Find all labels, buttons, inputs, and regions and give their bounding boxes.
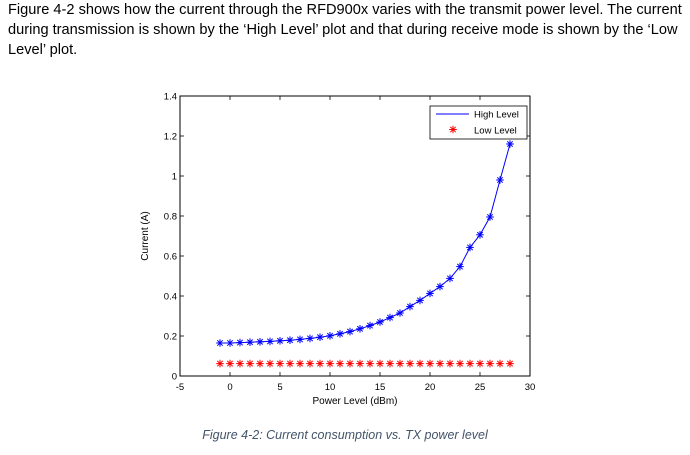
high-level-point: [496, 176, 504, 184]
high-level-point: [436, 282, 444, 291]
x-tick-label: 0: [227, 382, 232, 393]
y-tick-label: 0.6: [164, 252, 177, 263]
high-level-point: [256, 338, 264, 346]
low-level-point: [236, 359, 244, 368]
low-level-point: [256, 359, 264, 368]
high-level-point: [376, 318, 384, 326]
low-level-point: [296, 359, 304, 368]
low-level-point: [506, 359, 514, 368]
legend-high-level-label: High Level: [474, 110, 519, 121]
low-level-point: [416, 359, 424, 368]
low-level-point: [446, 359, 454, 368]
high-level-point: [216, 339, 224, 347]
low-level-point: [396, 359, 404, 368]
high-level-point: [476, 231, 484, 239]
high-level-point: [386, 313, 394, 322]
x-tick-label: 5: [277, 382, 282, 393]
y-tick-label: 0.8: [164, 212, 177, 223]
low-level-point: [266, 359, 274, 368]
high-level-point: [286, 336, 294, 344]
y-axis-label: Current (A): [140, 211, 151, 260]
y-tick-label: 0: [172, 372, 177, 383]
low-level-point: [406, 359, 414, 368]
y-tick-label: 1: [172, 172, 177, 183]
x-tick-label: 10: [325, 382, 336, 393]
legend: High Level Low Level: [429, 105, 528, 140]
low-level-point: [216, 359, 224, 368]
high-level-point: [306, 334, 314, 343]
high-level-point: [296, 335, 304, 344]
intro-paragraph: Figure 4-2 shows how the current through…: [8, 2, 682, 58]
low-level-point: [306, 359, 314, 368]
y-tick-label: 1.2: [164, 132, 177, 143]
x-tick-label: -5: [176, 382, 184, 393]
high-level-point: [426, 289, 434, 298]
legend-low-level-star: [449, 125, 457, 134]
high-level-point: [506, 140, 514, 148]
high-level-point: [316, 333, 324, 341]
high-level-point: [416, 296, 424, 305]
high-level-point: [336, 330, 344, 338]
low-level-point: [356, 359, 364, 368]
low-level-point: [486, 359, 494, 368]
high-level-point: [266, 337, 274, 346]
low-level-point: [226, 359, 234, 368]
low-level-point: [346, 359, 354, 368]
low-level-point: [426, 359, 434, 368]
high-level-point: [326, 332, 334, 340]
plot-area: [179, 95, 531, 377]
data-series: [216, 140, 514, 368]
low-level-point: [376, 359, 384, 368]
legend-low-level-label: Low Level: [474, 126, 517, 137]
legend-box: [429, 105, 528, 140]
x-tick-label: 20: [425, 382, 436, 393]
high-level-point: [446, 274, 454, 283]
high-level-point: [456, 262, 464, 271]
high-level-point: [406, 302, 414, 311]
y-tick-label: 0.4: [164, 292, 177, 303]
low-level-point: [496, 359, 504, 368]
figure-caption: Figure 4-2: Current consumption vs. TX p…: [202, 428, 488, 442]
high-level-point: [346, 327, 354, 336]
x-tick-label: 15: [375, 382, 386, 393]
high-level-point: [226, 339, 234, 347]
x-tick-label: 30: [525, 382, 536, 393]
low-level-point: [456, 359, 464, 368]
low-level-point: [336, 359, 344, 368]
y-tick-label: 1.4: [164, 92, 177, 103]
low-level-point: [326, 359, 334, 368]
y-tick-label: 0.2: [164, 332, 177, 343]
high-level-point: [246, 338, 254, 346]
high-level-point: [236, 338, 244, 347]
low-level-point: [366, 359, 374, 368]
low-level-point: [276, 359, 284, 368]
low-level-point: [286, 359, 294, 368]
low-level-point: [466, 359, 474, 368]
low-level-point: [316, 359, 324, 368]
high-level-point: [276, 337, 284, 345]
high-level-point: [366, 321, 374, 330]
high-level-point: [486, 213, 494, 221]
x-tick-label: 25: [475, 382, 486, 393]
low-level-point: [246, 359, 254, 368]
low-level-point: [476, 359, 484, 368]
legend-low-level-marker: [449, 125, 457, 134]
high-level-point: [466, 243, 474, 252]
high-level-point: [356, 325, 364, 333]
low-level-point: [436, 359, 444, 368]
high-level-point: [396, 309, 404, 317]
low-level-point: [386, 359, 394, 368]
x-axis-label: Power Level (dBm): [312, 396, 397, 407]
